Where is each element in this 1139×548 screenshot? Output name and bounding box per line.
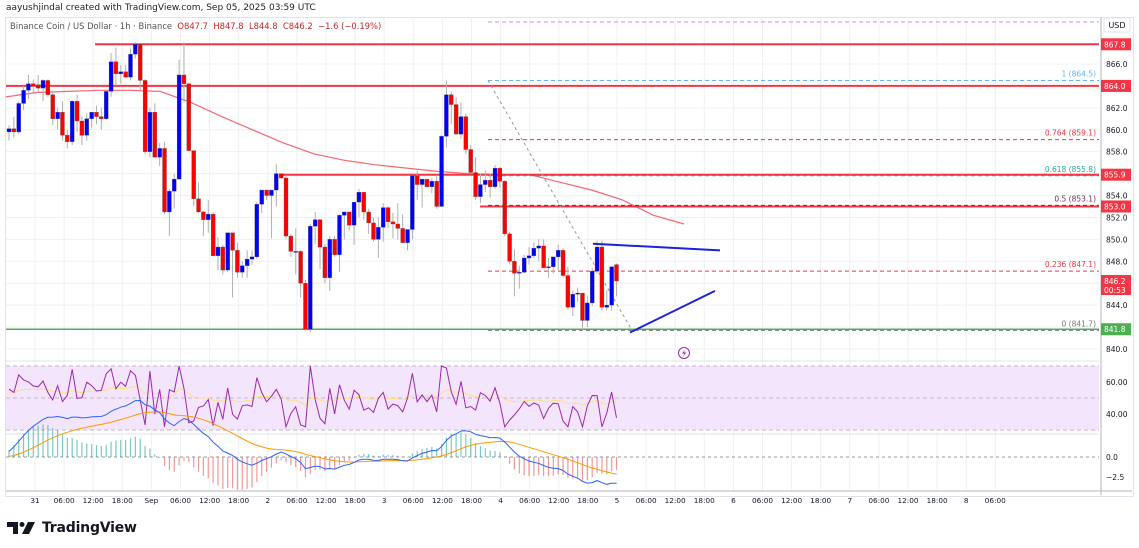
- time-label: 12:00: [432, 496, 453, 505]
- svg-text:00:53: 00:53: [1104, 286, 1126, 295]
- time-label: 06:00: [868, 496, 889, 505]
- time-label: 06:00: [752, 496, 773, 505]
- time-label: 12:00: [548, 496, 569, 505]
- svg-text:853.0: 853.0: [1104, 202, 1126, 211]
- rsi-pane: [6, 365, 1099, 431]
- svg-text:858.0: 858.0: [1106, 148, 1128, 157]
- svg-text:−2.5: −2.5: [1106, 473, 1124, 482]
- chart-credit: aayushjindal created with TradingView.co…: [6, 3, 316, 13]
- fib-label: 0.236 (847.1): [1045, 260, 1096, 269]
- open-value: O847.7: [177, 21, 208, 31]
- svg-text:840.0: 840.0: [1106, 345, 1128, 354]
- fib-label: 1 (864.5): [1062, 69, 1097, 78]
- svg-text:860.0: 860.0: [1106, 126, 1128, 135]
- time-label: 12:00: [199, 496, 220, 505]
- time-label: 12:00: [83, 496, 104, 505]
- time-label: 06:00: [54, 496, 75, 505]
- time-label: 18:00: [228, 496, 249, 505]
- time-label: 18:00: [461, 496, 482, 505]
- tradingview-logo-icon: [7, 522, 35, 534]
- fib-label: 0.5 (853.1): [1054, 194, 1096, 203]
- time-label: 06:00: [636, 496, 657, 505]
- time-label: 2: [265, 496, 270, 505]
- svg-text:848.0: 848.0: [1106, 257, 1128, 266]
- time-label: 18:00: [577, 496, 598, 505]
- svg-text:841.8: 841.8: [1104, 325, 1126, 334]
- time-label: 12:00: [897, 496, 918, 505]
- time-label: 06:00: [985, 496, 1006, 505]
- time-label: 12:00: [315, 496, 336, 505]
- time-label: 12:00: [665, 496, 686, 505]
- candlesticks: [6, 42, 619, 333]
- fibonacci-retracement[interactable]: 1 (864.5) 0.764 (859.1) 0.618 (855.8) 0.5 (…: [487, 69, 1099, 331]
- time-label: 06:00: [286, 496, 307, 505]
- currency-label: USD: [1108, 21, 1125, 30]
- svg-text:850.0: 850.0: [1106, 235, 1128, 244]
- tradingview-logo[interactable]: TradingView: [7, 520, 137, 536]
- svg-text:844.0: 844.0: [1106, 301, 1128, 310]
- svg-text:867.8: 867.8: [1104, 40, 1126, 49]
- time-label: 06:00: [403, 496, 424, 505]
- time-label: 18:00: [927, 496, 948, 505]
- time-label: 06:00: [519, 496, 540, 505]
- svg-text:864.0: 864.0: [1104, 82, 1126, 91]
- svg-text:40.00: 40.00: [1106, 410, 1128, 419]
- tradingview-wordmark: TradingView: [42, 520, 137, 536]
- horizontal-levels: [6, 43, 1099, 330]
- high-value: H847.8: [213, 21, 244, 31]
- macd-pane: [6, 399, 1099, 490]
- low-value: L844.8: [248, 21, 278, 31]
- triangle-pattern[interactable]: [592, 242, 721, 334]
- fib-label: 0.618 (855.8): [1045, 165, 1096, 174]
- time-label: 6: [731, 496, 736, 505]
- time-label: 18:00: [345, 496, 366, 505]
- time-label: 06:00: [170, 496, 191, 505]
- chart-legend: Binance Coin / US Dollar · 1h · Binance …: [10, 21, 381, 31]
- time-label: 31: [30, 496, 39, 505]
- time-label: 18:00: [694, 496, 715, 505]
- change-value: −1.6 (−0.19%): [318, 21, 382, 31]
- svg-text:846.2: 846.2: [1104, 277, 1126, 286]
- fib-label: 0.764 (859.1): [1045, 129, 1096, 138]
- time-label: 8: [964, 496, 969, 505]
- price-tags: 867.8 864.0 855.9 853.0 846.200:53 841.8: [1101, 38, 1131, 336]
- svg-text:852.0: 852.0: [1106, 213, 1128, 222]
- svg-text:862.0: 862.0: [1106, 104, 1128, 113]
- sma-line: [5, 89, 685, 225]
- symbol-title: Binance Coin / US Dollar · 1h · Binance: [10, 21, 173, 31]
- time-label: Sep: [145, 496, 159, 505]
- svg-text:60.00: 60.00: [1106, 378, 1128, 387]
- svg-text:854.0: 854.0: [1106, 192, 1128, 201]
- svg-text:855.9: 855.9: [1104, 171, 1126, 180]
- time-label: 18:00: [112, 496, 133, 505]
- svg-text:0.0: 0.0: [1106, 453, 1118, 462]
- time-label: 7: [847, 496, 852, 505]
- time-label: 5: [615, 496, 620, 505]
- lightning-icon[interactable]: [678, 347, 690, 359]
- time-label: 12:00: [781, 496, 802, 505]
- close-value: C846.2: [282, 21, 313, 31]
- time-label: 18:00: [810, 496, 831, 505]
- time-label: 4: [498, 496, 503, 505]
- time-label: 3: [382, 496, 387, 505]
- fib-label: 0 (841.7): [1062, 319, 1097, 328]
- svg-text:866.0: 866.0: [1106, 60, 1128, 69]
